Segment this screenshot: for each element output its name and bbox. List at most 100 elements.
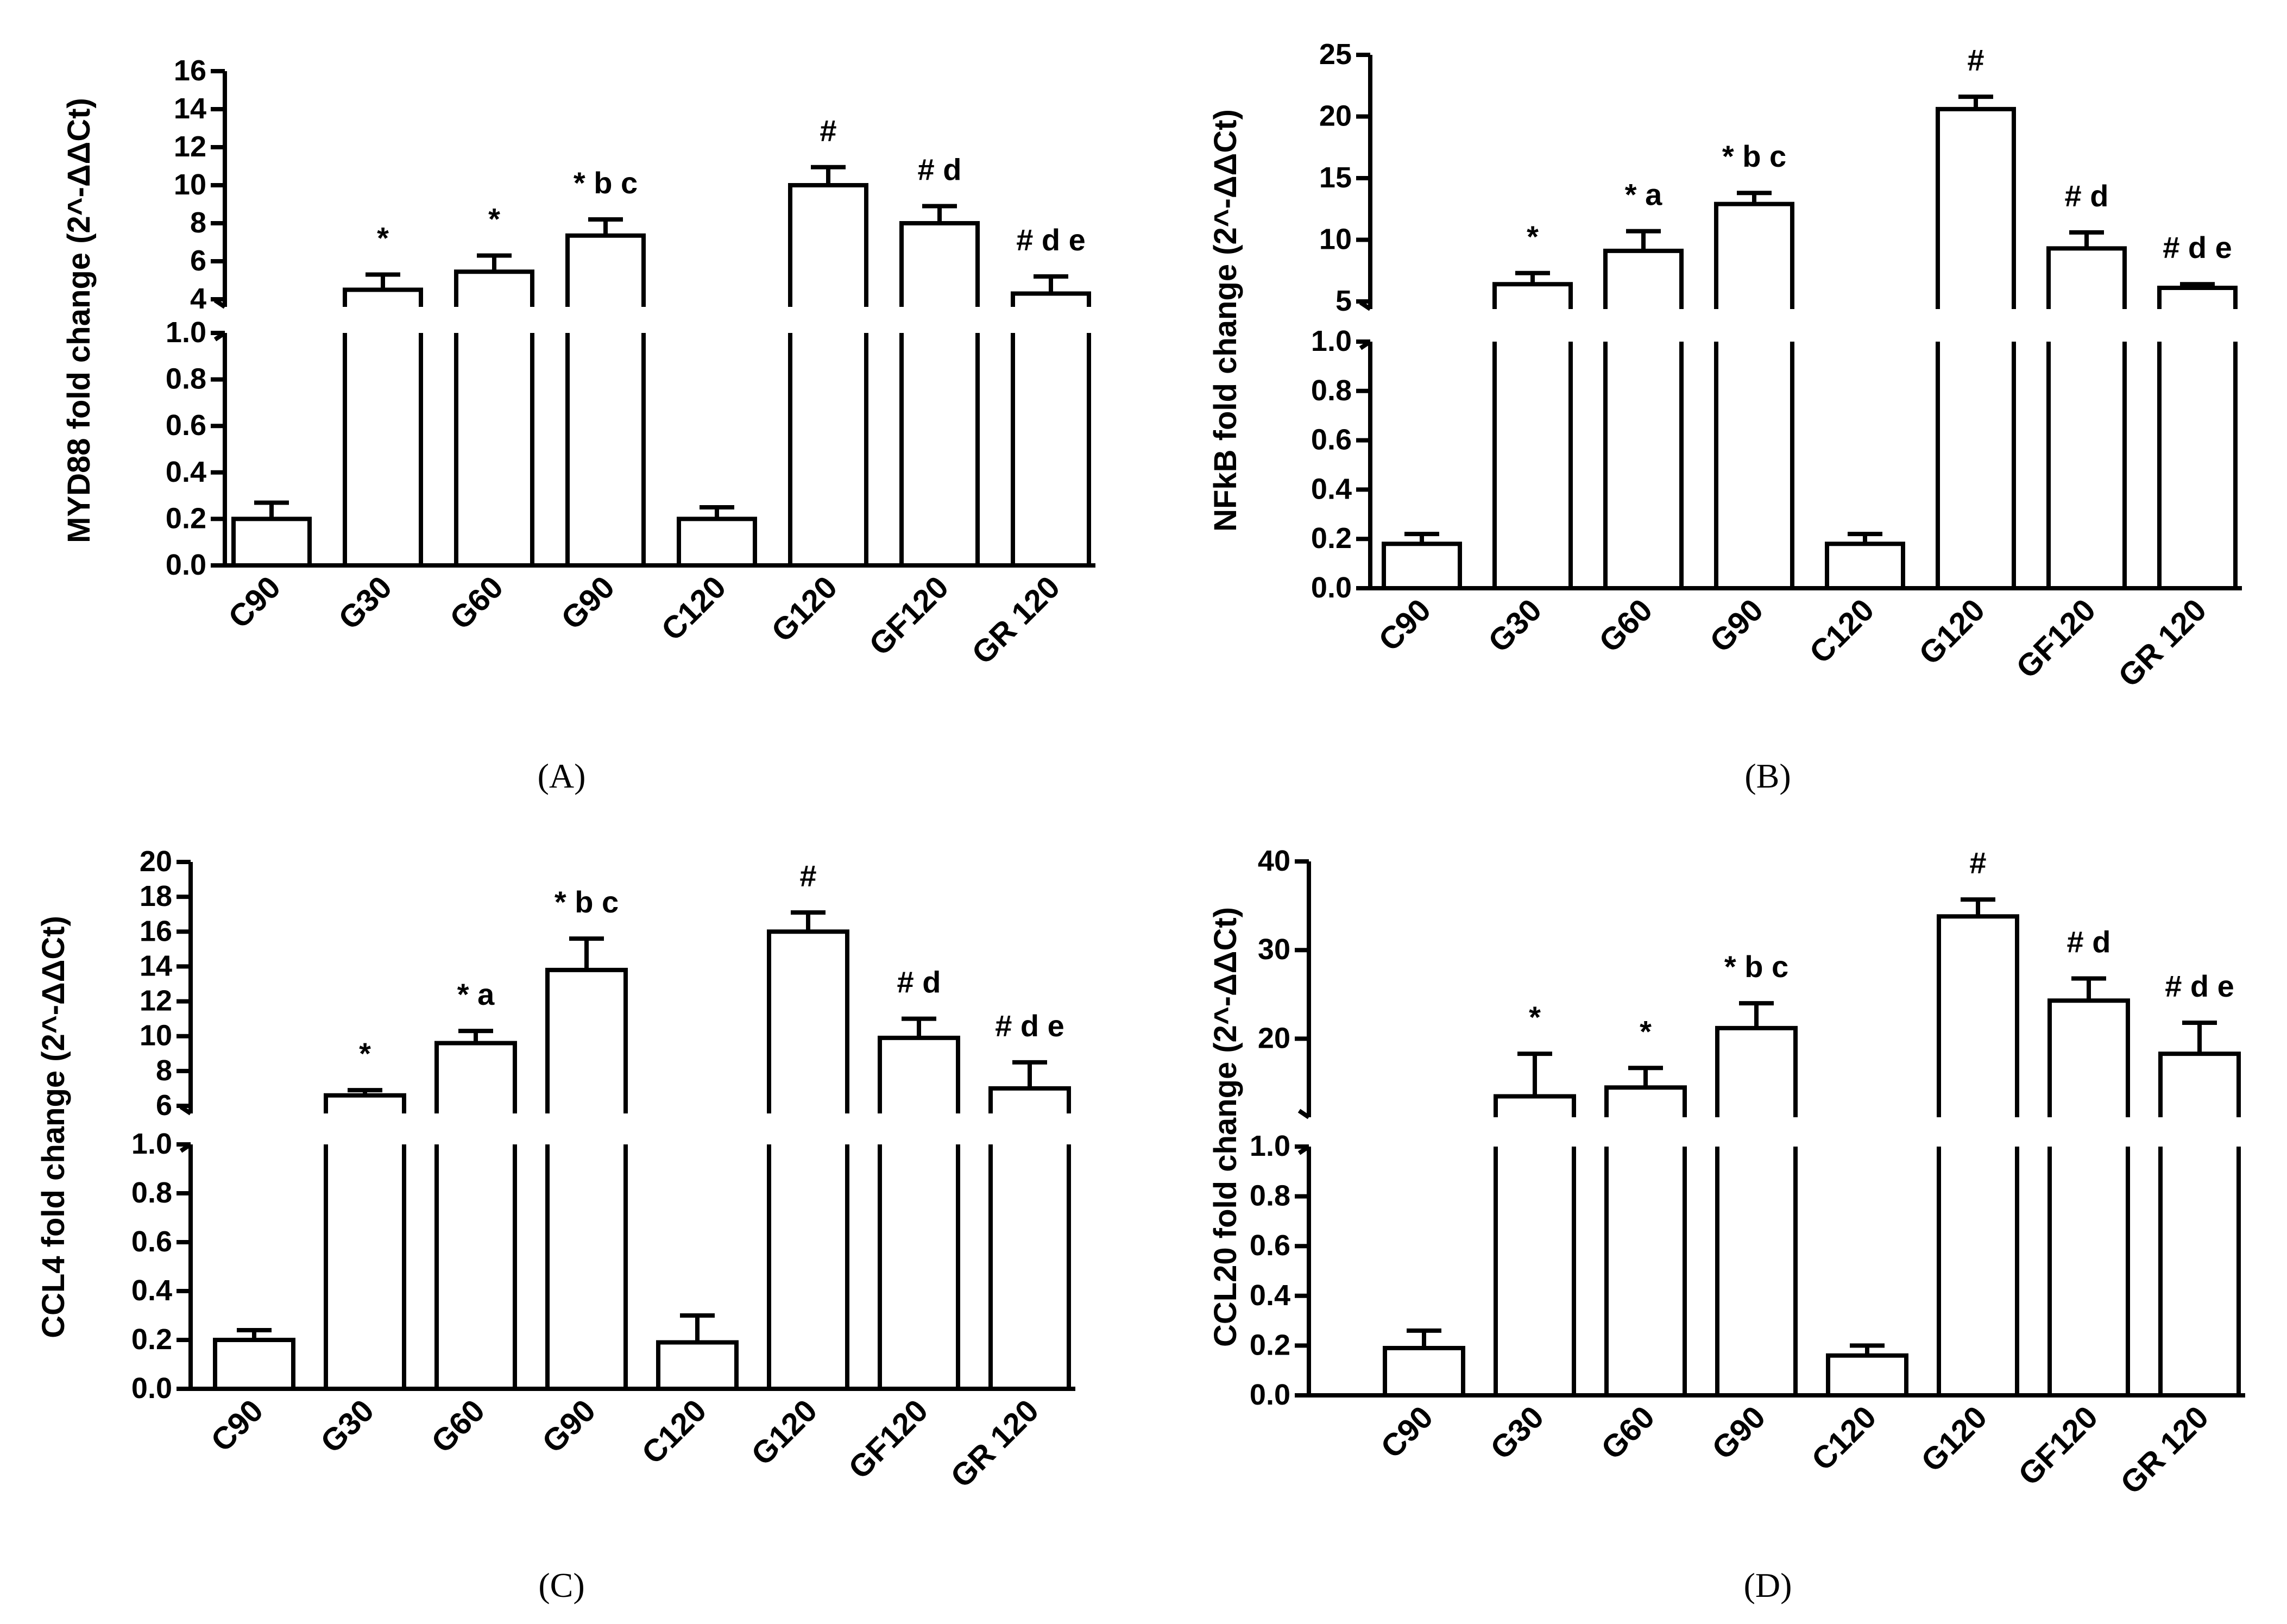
y-axis-title: CCL4 fold change (2^-ΔΔCt) xyxy=(36,916,71,1338)
significance-label: # d xyxy=(918,153,962,187)
y-tick-label: 0.8 xyxy=(1311,374,1352,407)
y-tick-label: 15 xyxy=(1319,161,1352,194)
y-tick-label: 0.4 xyxy=(1311,473,1352,505)
bar-upper-segment xyxy=(1492,282,1573,309)
significance-label: * a xyxy=(457,977,495,1011)
x-tick-label: G120 xyxy=(1914,1399,1994,1478)
y-tick-label: 0.4 xyxy=(1250,1279,1290,1312)
x-tick-label: C120 xyxy=(1803,592,1881,670)
x-tick-label: G30 xyxy=(1482,592,1548,659)
chart-panel-c: 0.00.20.40.60.81.068101214161820C90*G30*… xyxy=(36,845,1075,1604)
significance-label: * xyxy=(488,202,500,236)
bar-group: # d e GR 120 xyxy=(2114,969,2241,1501)
y-tick-label: 0.2 xyxy=(1250,1329,1290,1361)
bar-upper-segment xyxy=(454,269,534,307)
bar-group: # G120 xyxy=(765,114,868,649)
significance-label: # d e xyxy=(1016,223,1086,257)
bar xyxy=(1826,1353,1908,1398)
panel-label: (D) xyxy=(1744,1566,1792,1604)
y-tick-label: 0.8 xyxy=(131,1176,172,1209)
bar-group: C120 xyxy=(1803,532,1905,670)
significance-label: * xyxy=(1640,1014,1652,1048)
x-tick-label: G30 xyxy=(314,1393,381,1459)
y-axis-title: MYD88 fold change (2^-ΔΔCt) xyxy=(61,98,97,543)
bar-group: # d e GR 120 xyxy=(965,223,1091,671)
bar-group: C90 xyxy=(1374,1328,1465,1465)
y-tick-label: 12 xyxy=(174,130,206,163)
significance-label: # xyxy=(799,859,816,893)
x-tick-label: G30 xyxy=(1484,1399,1551,1466)
x-tick-label: C120 xyxy=(654,569,733,647)
y-ticks: 0.0 0.2 0.4 0.6 0.8 1.0 20 30 40 xyxy=(1250,845,1309,1411)
bar-group: # d e GR 120 xyxy=(2112,230,2238,694)
x-tick-label: C90 xyxy=(222,569,287,635)
bar-group: C120 xyxy=(1805,1343,1908,1477)
bar-upper-segment xyxy=(1603,248,1684,309)
x-tick-label: GR 120 xyxy=(965,569,1067,671)
y-tick-label: 16 xyxy=(140,915,172,947)
bar-upper-segment xyxy=(2157,286,2238,309)
bar-group: C90 xyxy=(204,1328,295,1458)
bar-upper-segment xyxy=(434,1041,517,1113)
y-tick-label: 10 xyxy=(1319,223,1352,256)
panel-label: (B) xyxy=(1744,757,1791,795)
bar-group: * G30 xyxy=(1482,219,1573,659)
x-tick-label: GF120 xyxy=(862,569,955,662)
x-tick-label: G60 xyxy=(1592,592,1659,659)
y-tick-label: 1.0 xyxy=(131,1128,172,1160)
bar-group: * b c G90 xyxy=(1703,139,1794,659)
y-axis xyxy=(1359,55,2242,590)
axis-break-mark xyxy=(1297,1109,1311,1119)
y-tick-label: 18 xyxy=(140,880,172,912)
significance-label: # xyxy=(820,114,836,148)
y-tick-label: 0.0 xyxy=(166,549,206,581)
y-tick-label: 1.0 xyxy=(1311,325,1352,357)
y-tick-label: 0.6 xyxy=(131,1225,172,1258)
y-axis-title: CCL20 fold change (2^-ΔΔCt) xyxy=(1208,907,1243,1347)
y-axis xyxy=(213,71,1095,568)
chart-panel-d: 0.0 0.2 0.4 0.6 0.8 1.0 20 30 40 C90 * G30 * G60 * b c… xyxy=(1208,845,2245,1604)
bar-group: * b c G90 xyxy=(535,885,628,1460)
bar-upper-segment xyxy=(1714,202,1794,309)
bar-group: C120 xyxy=(654,505,757,647)
y-axis-title: NFkB fold change (2^-ΔΔCt) xyxy=(1208,109,1243,532)
y-tick-label: 20 xyxy=(1258,1022,1290,1054)
y-tick-label: 5 xyxy=(1335,285,1352,317)
y-tick-label: 8 xyxy=(190,206,206,239)
panel-label: (C) xyxy=(538,1566,584,1604)
bar-upper-segment xyxy=(767,929,849,1113)
x-tick-label: GR 120 xyxy=(2112,592,2213,694)
x-tick-label: G120 xyxy=(1912,592,1992,671)
bar-group: # G120 xyxy=(745,859,849,1472)
x-tick-label: G120 xyxy=(765,569,844,649)
bar xyxy=(1383,1345,1465,1398)
bar-upper-segment xyxy=(1494,1094,1576,1117)
y-tick-label: 0.2 xyxy=(1311,522,1352,555)
x-tick-label: C90 xyxy=(1374,1399,1440,1465)
y-tick-label: 0.6 xyxy=(1250,1229,1290,1262)
y-tick-label: 0.8 xyxy=(1250,1180,1290,1212)
bar-upper-segment xyxy=(1715,1025,1798,1117)
significance-label: # xyxy=(1969,846,1986,880)
x-tick-label: G60 xyxy=(1595,1399,1661,1466)
x-tick-label: GF120 xyxy=(2012,1399,2105,1492)
bar-upper-segment xyxy=(324,1093,406,1113)
bar-upper-segment xyxy=(545,967,628,1113)
x-tick-label: G120 xyxy=(745,1393,824,1472)
bar-upper-segment xyxy=(899,221,980,307)
bar-group: C90 xyxy=(222,500,312,635)
bar xyxy=(1825,542,1905,591)
x-tick-label: C90 xyxy=(204,1393,270,1458)
chart-panel-b: 0.0 0.2 0.4 0.6 0.8 1.0 5 10 15 20 25 C90 * G30 * a G60… xyxy=(1208,38,2242,795)
significance-label: * b c xyxy=(1722,139,1786,173)
x-tick-label: GR 120 xyxy=(944,1393,1045,1494)
y-tick-label: 6 xyxy=(190,244,206,277)
bar-upper-segment xyxy=(1937,914,2019,1117)
bar-upper-segment xyxy=(1011,291,1091,307)
x-tick-label: G90 xyxy=(1703,592,1770,659)
x-tick-label: G60 xyxy=(425,1393,492,1459)
